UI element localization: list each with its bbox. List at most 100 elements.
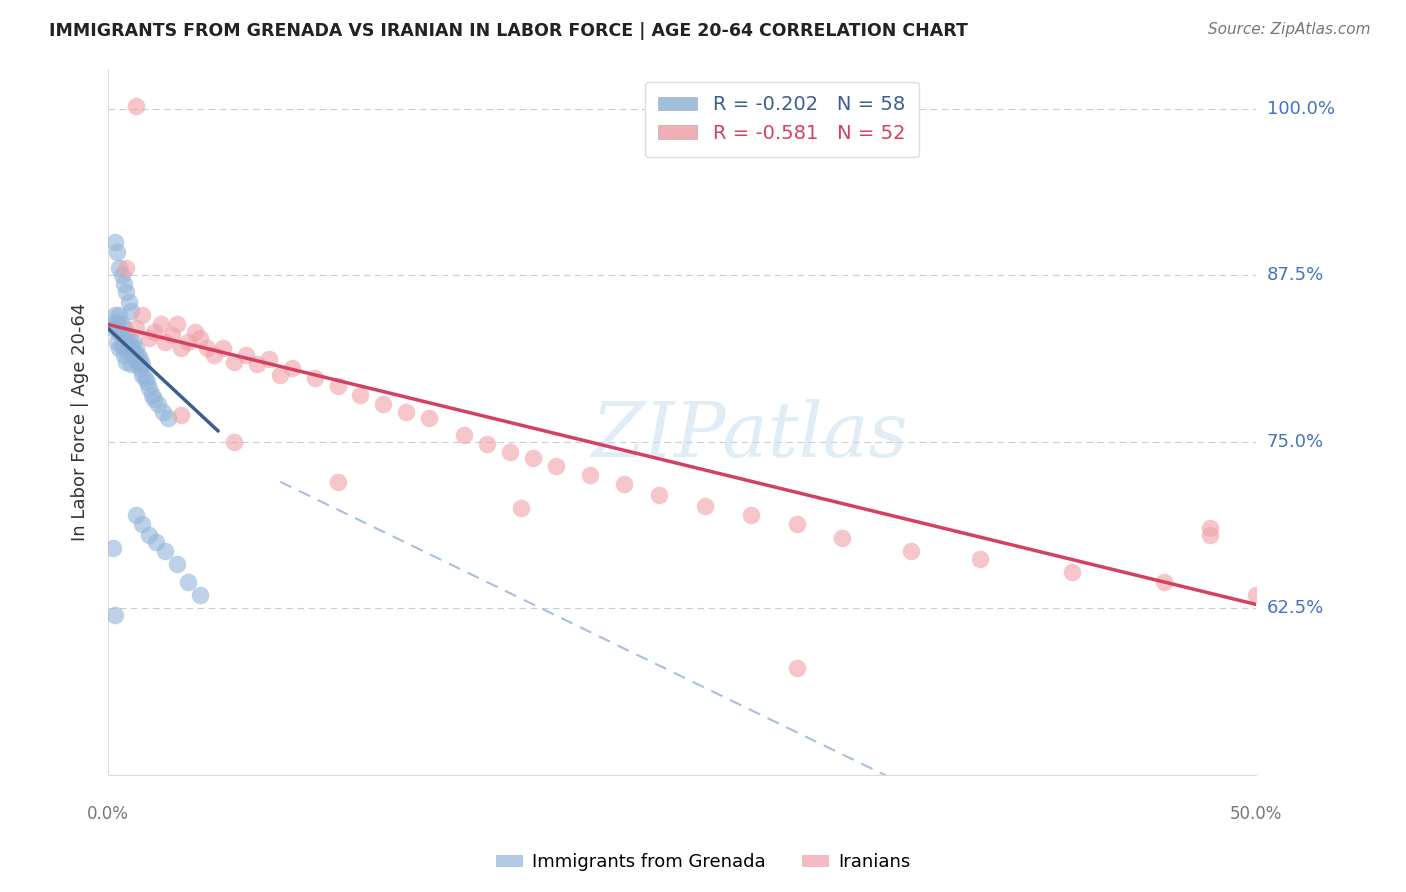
Point [269, 368, 291, 382]
Point [613, 477, 636, 491]
Point [117, 294, 139, 309]
Text: 100.0%: 100.0% [1267, 100, 1334, 118]
Point [142, 392, 165, 406]
Point [115, 355, 138, 369]
Point [124, 352, 146, 367]
Point [112, 277, 135, 292]
Point [1244, 588, 1267, 602]
Point [108, 326, 131, 340]
Point [111, 268, 134, 282]
Point [155, 334, 177, 349]
Point [184, 326, 207, 340]
Point [127, 348, 149, 362]
Point [149, 318, 172, 332]
Point [1060, 566, 1083, 580]
Point [202, 348, 225, 362]
Point [131, 358, 153, 372]
Point [162, 328, 184, 343]
Text: Source: ZipAtlas.com: Source: ZipAtlas.com [1208, 22, 1371, 37]
Point [131, 308, 153, 322]
Point [786, 517, 808, 532]
Point [693, 499, 716, 513]
Text: ZIPatlas: ZIPatlas [592, 399, 910, 473]
Point [136, 375, 159, 389]
Legend: R = -0.202   N = 58, R = -0.581   N = 52: R = -0.202 N = 58, R = -0.581 N = 52 [645, 82, 920, 157]
Point [280, 361, 302, 376]
Point [475, 437, 498, 451]
Point [395, 405, 418, 419]
Point [246, 358, 269, 372]
Point [104, 607, 127, 622]
Point [326, 378, 349, 392]
Point [326, 475, 349, 489]
Point [1198, 521, 1220, 535]
Point [120, 348, 142, 362]
Point [155, 544, 177, 558]
Point [108, 261, 131, 276]
Point [108, 342, 131, 356]
Point [498, 445, 520, 459]
Point [138, 528, 160, 542]
Point [786, 661, 808, 675]
Text: IMMIGRANTS FROM GRENADA VS IRANIAN IN LABOR FORCE | AGE 20-64 CORRELATION CHART: IMMIGRANTS FROM GRENADA VS IRANIAN IN LA… [49, 22, 969, 40]
Point [211, 342, 233, 356]
Point [304, 370, 326, 384]
Point [166, 558, 188, 572]
Text: 75.0%: 75.0% [1267, 433, 1324, 450]
Point [101, 541, 124, 556]
Point [105, 318, 128, 332]
Point [188, 588, 211, 602]
Point [131, 368, 153, 382]
Point [579, 468, 602, 483]
Point [115, 339, 138, 353]
Y-axis label: In Labor Force | Age 20-64: In Labor Force | Age 20-64 [72, 302, 89, 541]
Point [188, 331, 211, 345]
Point [127, 358, 149, 372]
Point [453, 428, 475, 442]
Point [831, 531, 853, 545]
Text: 50.0%: 50.0% [1229, 805, 1282, 823]
Point [112, 321, 135, 335]
Point [117, 331, 139, 345]
Point [104, 308, 127, 322]
Point [195, 342, 218, 356]
Point [131, 517, 153, 532]
Point [138, 381, 160, 395]
Point [257, 352, 280, 367]
Point [138, 331, 160, 345]
Point [104, 315, 127, 329]
Text: 0.0%: 0.0% [87, 805, 129, 823]
Point [156, 410, 179, 425]
Point [112, 348, 135, 362]
Point [177, 574, 200, 589]
Point [129, 361, 152, 376]
Point [740, 508, 762, 522]
Text: 62.5%: 62.5% [1267, 599, 1324, 617]
Point [373, 397, 395, 411]
Point [120, 304, 142, 318]
Point [124, 321, 146, 335]
Point [129, 352, 152, 367]
Point [170, 342, 193, 356]
Point [122, 344, 145, 359]
Point [1153, 574, 1175, 589]
Text: 87.5%: 87.5% [1267, 266, 1324, 285]
Point [115, 285, 138, 300]
Point [104, 235, 127, 249]
Point [969, 552, 991, 566]
Point [142, 326, 165, 340]
Point [510, 501, 533, 516]
Point [1198, 528, 1220, 542]
Point [115, 328, 138, 343]
Point [224, 434, 246, 449]
Point [170, 408, 193, 422]
Point [145, 534, 167, 549]
Point [120, 358, 142, 372]
Point [105, 245, 128, 260]
Point [177, 334, 200, 349]
Point [544, 458, 567, 473]
Point [522, 450, 544, 465]
Point [112, 331, 135, 345]
Point [648, 488, 671, 502]
Point [111, 318, 134, 332]
